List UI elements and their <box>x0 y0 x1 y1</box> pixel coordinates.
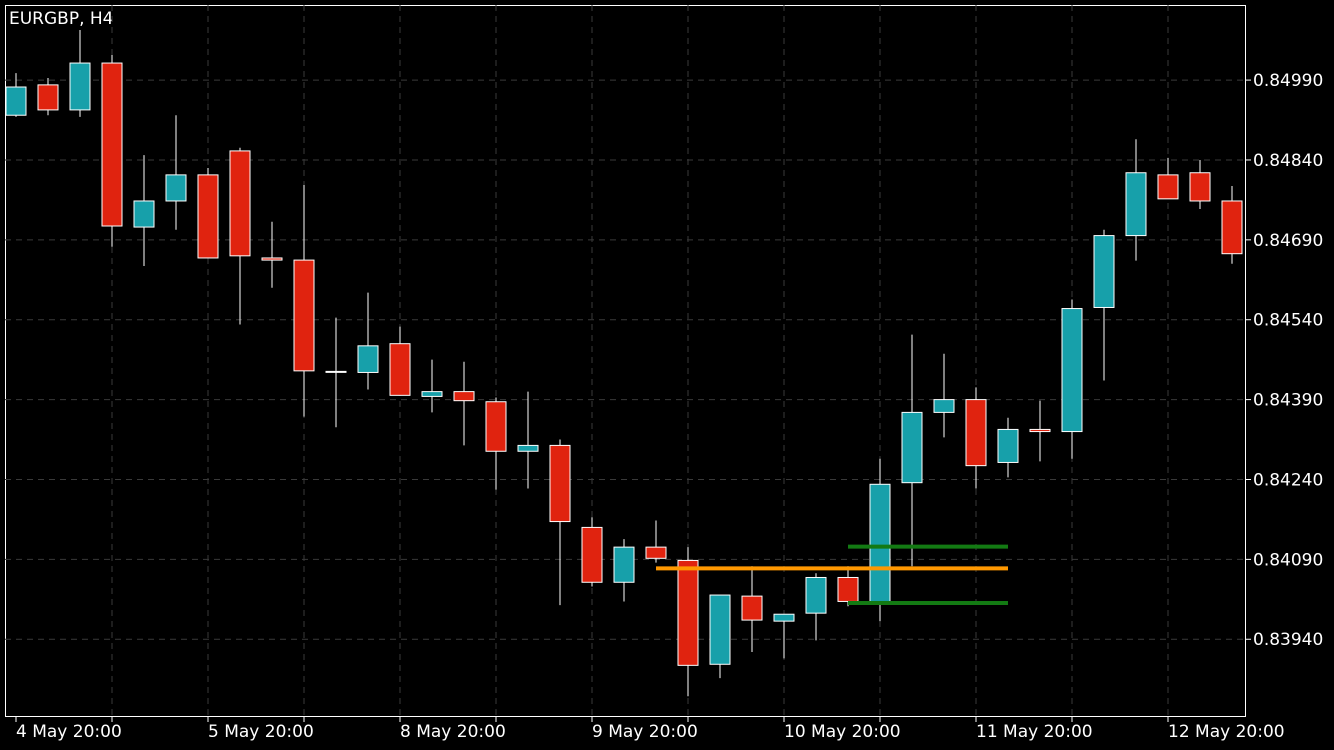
candle-body <box>1061 308 1083 433</box>
chart-title: EURGBP, H4 <box>9 9 114 29</box>
candle-body <box>389 343 411 396</box>
candle-body <box>805 576 827 614</box>
candle-body <box>741 595 763 621</box>
candle-body <box>517 444 539 452</box>
candle-body <box>677 559 699 666</box>
candle-body <box>901 411 923 484</box>
x-tick-label: 4 May 20:00 <box>16 722 122 742</box>
candle-body <box>837 576 859 602</box>
candle-body <box>645 546 667 559</box>
x-tick-label: 5 May 20:00 <box>208 722 314 742</box>
candle-body <box>69 62 91 111</box>
x-tick-label: 9 May 20:00 <box>592 722 698 742</box>
candle-body <box>1093 235 1115 308</box>
candle-body <box>1221 200 1243 255</box>
candle-body <box>933 399 955 413</box>
candle-body <box>325 370 347 373</box>
y-tick-label: 0.84240 <box>1253 470 1323 490</box>
x-tick-label: 12 May 20:00 <box>1168 722 1285 742</box>
candle-body <box>709 594 731 665</box>
x-tick-label: 10 May 20:00 <box>784 722 901 742</box>
candle-body <box>613 546 635 583</box>
candle-body <box>453 391 475 402</box>
candle-body <box>997 428 1019 463</box>
y-tick-label: 0.84840 <box>1253 151 1323 171</box>
candle-body <box>869 483 891 604</box>
candle-body <box>5 86 27 116</box>
candle-body <box>133 200 155 228</box>
candle-body <box>421 391 443 397</box>
candle-body <box>1189 172 1211 202</box>
candle-body <box>101 62 123 227</box>
candle-body <box>165 174 187 202</box>
x-tick-label: 8 May 20:00 <box>400 722 506 742</box>
candle-body <box>773 613 795 622</box>
candle-body <box>293 259 315 372</box>
candle-body <box>1125 172 1147 237</box>
candle-body <box>549 444 571 523</box>
y-tick-label: 0.83940 <box>1253 630 1323 650</box>
y-tick-label: 0.84090 <box>1253 550 1323 570</box>
candle-body <box>229 150 251 257</box>
candle-body <box>357 345 379 373</box>
candle-body <box>1029 428 1051 433</box>
x-tick-label: 11 May 20:00 <box>976 722 1093 742</box>
y-tick-label: 0.84990 <box>1253 71 1323 91</box>
candle-body <box>1157 174 1179 200</box>
candle-body <box>485 401 507 452</box>
candle-body <box>581 526 603 583</box>
candle-body <box>261 257 283 261</box>
candle-body <box>965 399 987 467</box>
y-tick-label: 0.84540 <box>1253 311 1323 331</box>
candle-body <box>37 84 59 111</box>
candle-body <box>197 174 219 259</box>
y-tick-label: 0.84690 <box>1253 231 1323 251</box>
plot-frame <box>5 5 1246 717</box>
y-tick-label: 0.84390 <box>1253 391 1323 411</box>
